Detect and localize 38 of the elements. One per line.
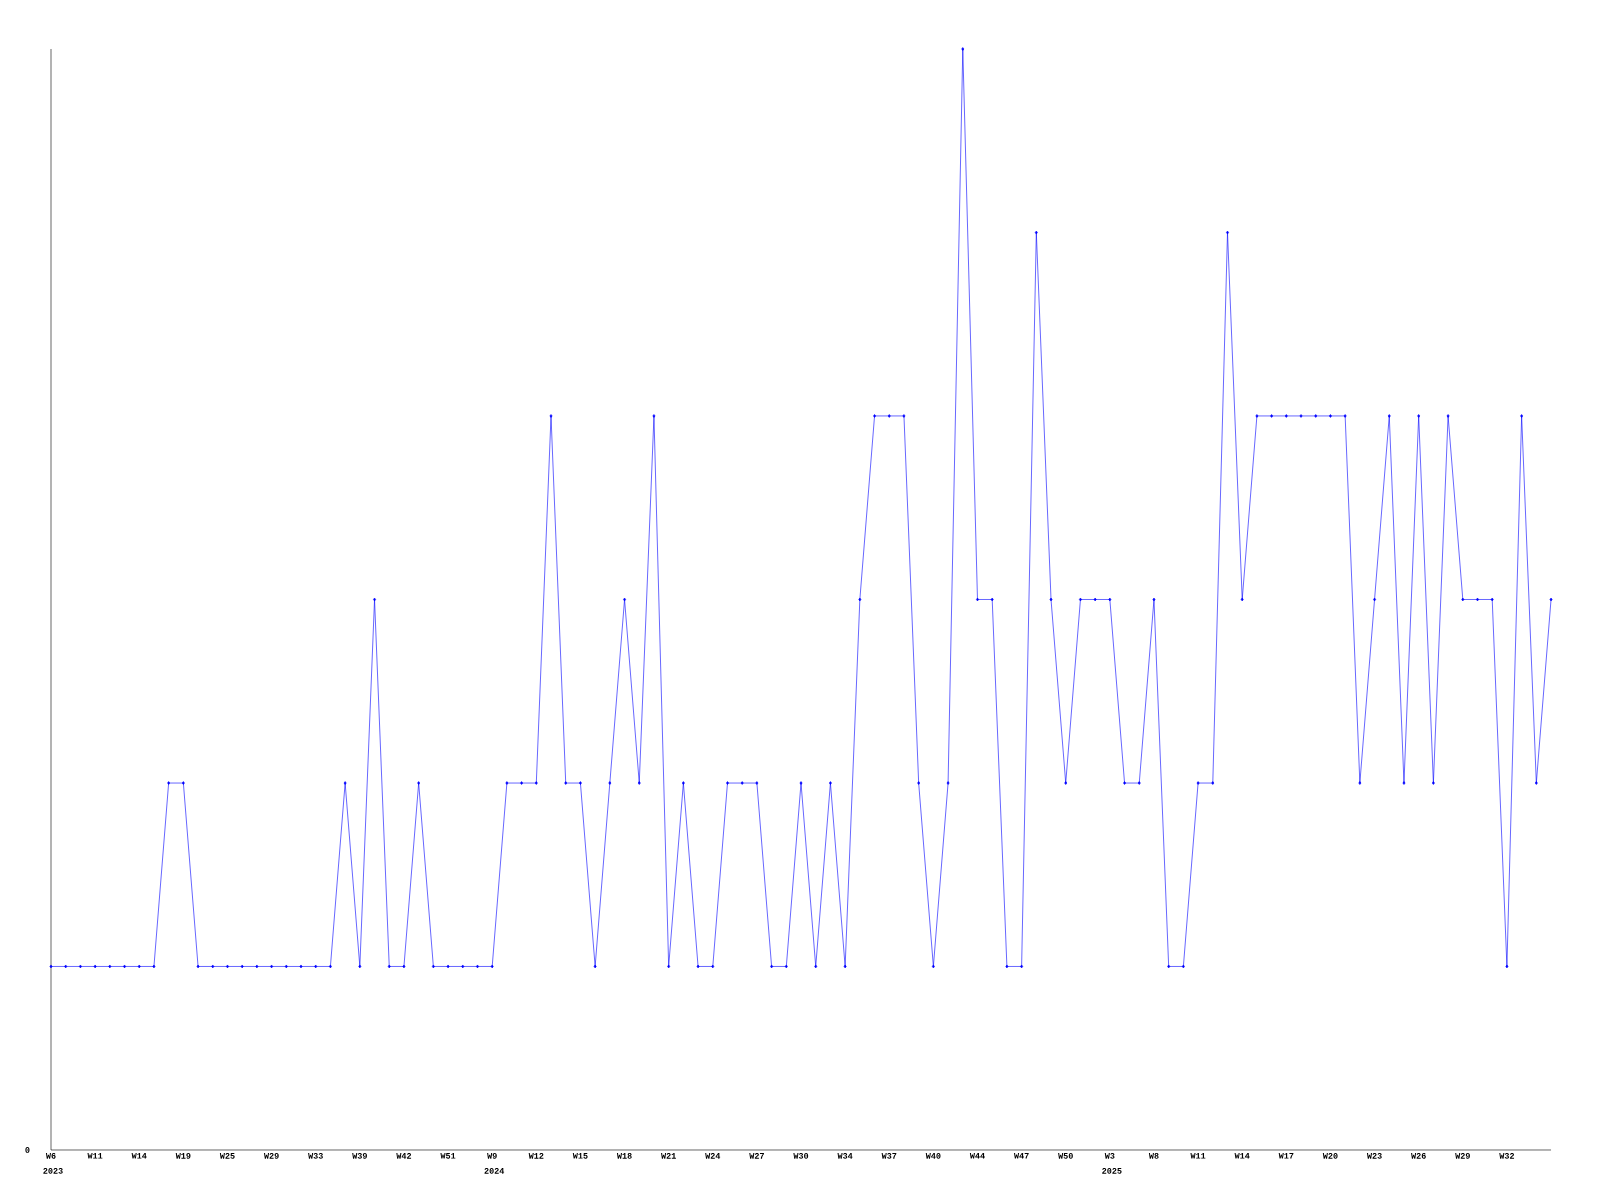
x-tick-label: W12 bbox=[528, 1153, 544, 1159]
x-tick-label: W20 bbox=[1322, 1153, 1338, 1159]
x-tick-label: W51 bbox=[440, 1153, 456, 1159]
x-tick-label: W15 bbox=[572, 1153, 588, 1159]
text: 2023 bbox=[43, 1168, 63, 1174]
x-tick-label: W3 bbox=[1104, 1153, 1115, 1159]
x-tick-label: W40 bbox=[925, 1153, 941, 1159]
x-tick-label: W34 bbox=[837, 1153, 853, 1159]
x-tick-label: W30 bbox=[793, 1153, 809, 1159]
x-tick-label: W24 bbox=[705, 1153, 721, 1159]
x-tick-label: W44 bbox=[969, 1153, 985, 1159]
x-tick-label: W18 bbox=[616, 1153, 632, 1159]
x-tick-label: W19 bbox=[175, 1153, 191, 1159]
x-tick-label: W14 bbox=[131, 1153, 147, 1159]
x-tick-label: W39 bbox=[352, 1153, 367, 1159]
x-tick-label: W26 bbox=[1411, 1153, 1426, 1159]
x-tick-label: W14 bbox=[1234, 1153, 1250, 1159]
text: 0 bbox=[25, 1147, 30, 1153]
x-tick-label: W29 bbox=[1455, 1153, 1470, 1159]
x-tick-label: W9 bbox=[487, 1153, 497, 1159]
x-tick-label: W11 bbox=[87, 1153, 103, 1159]
x-tick-label: W29 bbox=[263, 1153, 279, 1159]
x-tick-label: W25 bbox=[219, 1153, 235, 1159]
x-tick-label: W8 bbox=[1148, 1153, 1159, 1159]
x-tick-label: W37 bbox=[881, 1153, 897, 1159]
x-tick-label: W21 bbox=[661, 1153, 676, 1159]
x-tick-label: W27 bbox=[749, 1153, 764, 1159]
text: 2025 bbox=[1102, 1168, 1122, 1174]
x-tick-label: W50 bbox=[1058, 1153, 1073, 1159]
x-tick-label: W17 bbox=[1278, 1153, 1294, 1159]
x-tick-label: W42 bbox=[396, 1153, 412, 1159]
x-tick-label: W23 bbox=[1366, 1153, 1382, 1159]
x-tick-label: W6 bbox=[45, 1153, 56, 1159]
x-tick-label: W32 bbox=[1499, 1153, 1515, 1159]
text: 2024 bbox=[484, 1168, 505, 1174]
x-tick-label: W47 bbox=[1013, 1153, 1029, 1159]
x-tick-label: W11 bbox=[1190, 1153, 1206, 1159]
x-tick-label: W33 bbox=[308, 1153, 323, 1159]
